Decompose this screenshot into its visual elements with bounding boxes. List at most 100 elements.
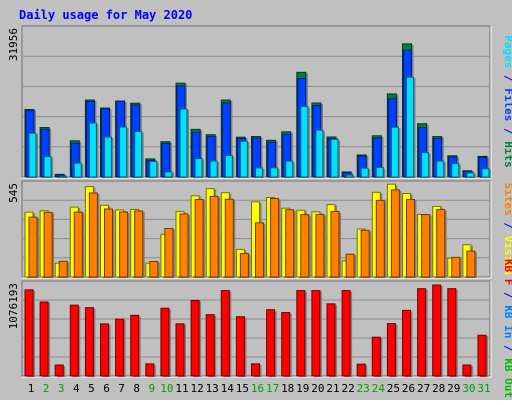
x-tick-label: 31 xyxy=(477,382,490,395)
sites-bar xyxy=(270,198,280,278)
pages-bar xyxy=(88,122,97,178)
kb-f-bar xyxy=(115,318,125,377)
x-tick-label: 6 xyxy=(103,382,110,395)
hits-files-pages-panel-legend-part-4: Hits xyxy=(502,141,512,168)
x-tick-label: 27 xyxy=(417,382,430,395)
x-tick-label: 19 xyxy=(296,382,309,395)
x-tick-label: 25 xyxy=(387,382,400,395)
kb-panel-legend-part-4: KB Out xyxy=(502,358,512,398)
x-tick-label: 28 xyxy=(432,382,445,395)
pages-bar xyxy=(421,152,430,178)
kb-f-bar xyxy=(356,363,366,377)
pages-bar xyxy=(179,108,188,178)
sites-bar xyxy=(330,210,340,278)
hits-files-pages-panel-legend-label: Pages / Files / Hits xyxy=(502,35,512,168)
kb-panel-legend-part-0: KB F xyxy=(502,259,512,286)
pages-bar xyxy=(73,162,82,178)
x-tick-label: 11 xyxy=(175,382,188,395)
sites-bar xyxy=(224,198,234,278)
kb-f-bar xyxy=(296,290,306,377)
pages-bar xyxy=(58,175,67,178)
kb-f-bar xyxy=(417,288,427,377)
sites-bar xyxy=(58,260,68,278)
x-tick-label: 14 xyxy=(221,382,235,395)
sites-bar xyxy=(300,214,310,278)
sites-bar xyxy=(451,256,461,278)
kb-panel-legend-part-2: KB In xyxy=(502,305,512,338)
x-tick-label: 3 xyxy=(58,382,65,395)
sites-bar xyxy=(209,195,219,278)
sites-bar xyxy=(315,213,325,278)
sites-bar xyxy=(285,209,295,278)
hits-files-pages-panel-legend-part-2: Files xyxy=(502,88,512,121)
x-tick-label: 10 xyxy=(160,382,173,395)
kb-f-bar xyxy=(175,323,185,377)
x-tick-label: 23 xyxy=(357,382,370,395)
kb-f-bar xyxy=(69,304,79,377)
sites-bar xyxy=(239,253,249,278)
x-tick-label: 30 xyxy=(462,382,475,395)
pages-bar xyxy=(164,171,173,178)
chart-title: Daily usage for May 2020 xyxy=(19,8,192,22)
visits-sites-panel: 545 Sites / Visits xyxy=(7,180,512,279)
hits-files-pages-panel-legend-part-1: / xyxy=(502,68,512,88)
x-tick-label: 9 xyxy=(148,382,155,395)
hits-files-pages-panel-ymax-label: 31956 xyxy=(7,28,20,61)
sites-bar xyxy=(466,250,476,278)
pages-bar xyxy=(104,136,112,178)
sites-bar xyxy=(88,192,98,278)
kb-panel-legend-part-1: / xyxy=(502,285,512,305)
x-tick-label: 5 xyxy=(88,382,95,395)
visits-sites-panel-legend-part-0: Sites xyxy=(502,183,512,216)
hits-files-pages-panel-legend-part-3: / xyxy=(502,121,512,141)
sites-bar xyxy=(73,211,83,278)
kb-panel-ymax-label: 1076193 xyxy=(7,283,20,329)
pages-bar-shadow xyxy=(61,177,69,178)
kb-f-bar xyxy=(54,364,64,377)
sites-bar xyxy=(28,216,38,278)
kb-f-bar xyxy=(326,303,336,377)
kb-f-bar xyxy=(266,309,276,377)
sites-bar xyxy=(436,209,446,278)
hits-files-pages-panel: 31956 Pages / Files / Hits xyxy=(7,25,512,179)
kb-f-bar xyxy=(281,312,291,377)
pages-bar xyxy=(285,160,294,178)
sites-bar xyxy=(375,199,385,278)
sites-bar xyxy=(149,260,159,278)
kb-f-bar xyxy=(371,336,381,377)
pages-bar xyxy=(194,158,203,178)
pages-bar xyxy=(255,167,263,178)
sites-bar xyxy=(164,228,174,278)
pages-bar xyxy=(28,132,37,178)
pages-bar xyxy=(119,126,128,178)
kb-f-bar xyxy=(235,316,245,377)
kb-f-bar xyxy=(402,309,411,377)
sites-bar xyxy=(104,208,113,278)
sites-bar xyxy=(134,210,144,278)
sites-bar xyxy=(194,199,204,278)
kb-f-bar xyxy=(130,314,140,377)
sites-bar xyxy=(43,211,53,278)
x-tick-label: 13 xyxy=(206,382,219,395)
kb-f-bar xyxy=(462,364,472,377)
x-tick-label: 17 xyxy=(266,382,279,395)
x-tick-label: 18 xyxy=(281,382,294,395)
kb-f-bar xyxy=(39,301,49,377)
kb-f-bar xyxy=(100,323,109,377)
kb-f-bar xyxy=(145,363,155,377)
sites-bar xyxy=(406,199,415,278)
x-tick-label: 24 xyxy=(372,382,386,395)
kb-f-bar xyxy=(477,334,487,377)
kb-f-bar xyxy=(311,290,321,377)
pages-bar xyxy=(390,126,399,178)
pages-bar xyxy=(209,160,218,178)
pages-bar xyxy=(345,174,354,178)
x-tick-label: 16 xyxy=(251,382,264,395)
x-tick-label: 29 xyxy=(447,382,460,395)
x-axis-labels: 1 2 3 4 5 6 7 8 9 10 11 12 13 14 15 16 17 18 19 20 21 22 23 24 2… xyxy=(28,382,491,395)
sites-bar xyxy=(255,222,264,278)
kb-f-bar xyxy=(160,307,170,377)
